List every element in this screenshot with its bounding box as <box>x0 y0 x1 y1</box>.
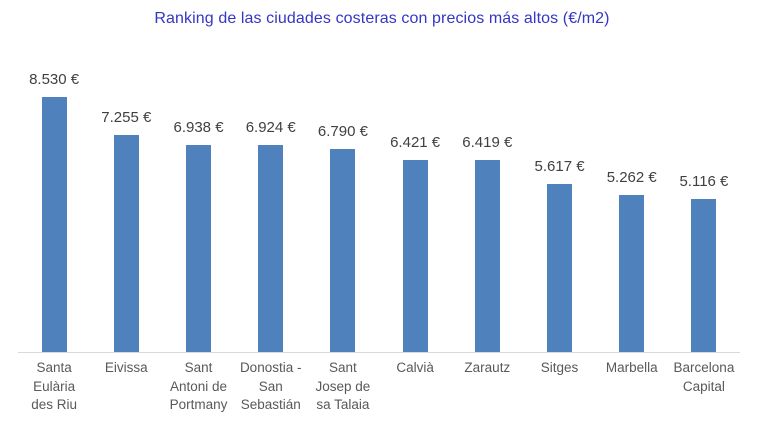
bar <box>402 160 428 352</box>
bar <box>691 199 717 352</box>
bar <box>258 145 284 352</box>
category-label: Sant Josep de sa Talaia <box>315 360 371 413</box>
bar <box>41 97 67 352</box>
bar <box>330 149 356 352</box>
value-label: 6.924 € <box>245 119 296 136</box>
bar-column: 5.116 € <box>668 173 740 352</box>
value-label: 6.938 € <box>173 119 224 136</box>
value-label: 7.255 € <box>101 109 152 126</box>
value-label: 5.116 € <box>679 173 729 190</box>
bar-column: 5.262 € <box>596 169 668 352</box>
category-label: Eivissa <box>104 360 148 375</box>
plot-area: 8.530 € 7.255 € 6.938 € 6.924 € 6.790 € … <box>18 0 740 353</box>
category-label: Calvià <box>396 360 434 375</box>
category-label: Donostia - San Sebastián <box>239 360 302 413</box>
category-label: Sitges <box>540 360 579 375</box>
value-label: 8.530 € <box>29 71 80 88</box>
value-label: 6.790 € <box>317 123 368 140</box>
bar-column: 6.790 € <box>307 123 379 352</box>
category-label: Santa Eulària des Riu <box>31 360 77 413</box>
value-label: 6.421 € <box>390 134 441 151</box>
bar-column: 6.924 € <box>235 119 307 352</box>
bar-column: 7.255 € <box>90 109 162 352</box>
bar-column: 6.938 € <box>162 119 234 352</box>
bar <box>547 184 573 352</box>
bar <box>113 135 139 352</box>
category-label: Sant Antoni de Portmany <box>169 360 228 413</box>
category-label: Marbella <box>605 360 658 375</box>
bar-column: 6.421 € <box>379 134 451 352</box>
category-axis: Santa Eulària des Riu Eivissa Sant Antoni d… <box>18 359 740 415</box>
bar-column: 5.617 € <box>523 158 595 352</box>
value-label: 5.617 € <box>534 158 585 175</box>
category-label: Zarautz <box>464 360 511 375</box>
bar-column: 6.419 € <box>451 134 523 352</box>
bar-column: 8.530 € <box>18 71 90 352</box>
bar <box>186 145 211 352</box>
value-label: 6.419 € <box>462 134 513 151</box>
category-label: Barcelona Capital <box>673 360 735 394</box>
bar <box>474 160 500 352</box>
chart-title: Ranking de las ciudades costeras con pre… <box>154 10 610 27</box>
value-label: 5.262 € <box>606 169 657 186</box>
bar <box>619 195 645 352</box>
